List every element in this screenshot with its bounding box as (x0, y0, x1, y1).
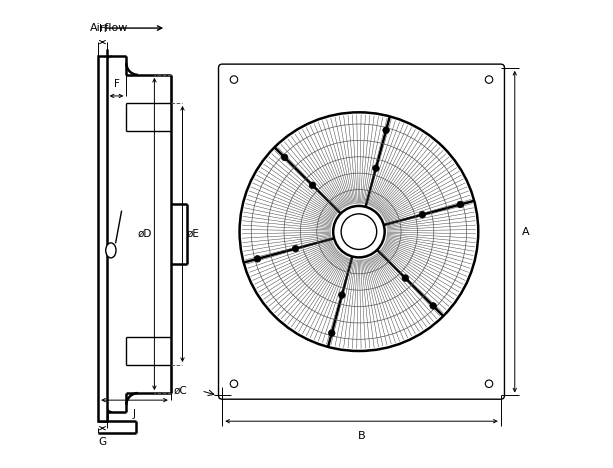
Text: øE: øE (186, 229, 199, 239)
Circle shape (240, 112, 478, 351)
Text: F: F (113, 79, 120, 89)
Circle shape (292, 245, 299, 252)
Circle shape (230, 76, 238, 83)
Circle shape (430, 303, 436, 309)
Text: H: H (99, 24, 106, 34)
Text: øC: øC (173, 386, 187, 396)
Text: G: G (99, 437, 107, 446)
Text: B: B (357, 431, 365, 440)
Circle shape (383, 127, 389, 133)
Circle shape (485, 76, 493, 83)
Circle shape (338, 292, 345, 298)
Text: J: J (133, 409, 136, 418)
Text: øD: øD (138, 229, 152, 239)
Circle shape (373, 165, 379, 172)
Circle shape (333, 206, 384, 257)
Circle shape (230, 380, 238, 388)
Circle shape (341, 214, 377, 249)
Circle shape (419, 212, 425, 218)
Ellipse shape (105, 243, 116, 258)
Circle shape (457, 201, 463, 208)
Bar (98, 56, 107, 421)
Circle shape (281, 154, 288, 161)
Circle shape (309, 182, 316, 189)
Circle shape (402, 275, 409, 281)
Circle shape (485, 380, 493, 388)
FancyBboxPatch shape (218, 64, 504, 399)
Circle shape (254, 256, 261, 262)
Circle shape (329, 330, 335, 336)
Text: Airflow: Airflow (90, 22, 129, 33)
Text: A: A (522, 227, 530, 237)
